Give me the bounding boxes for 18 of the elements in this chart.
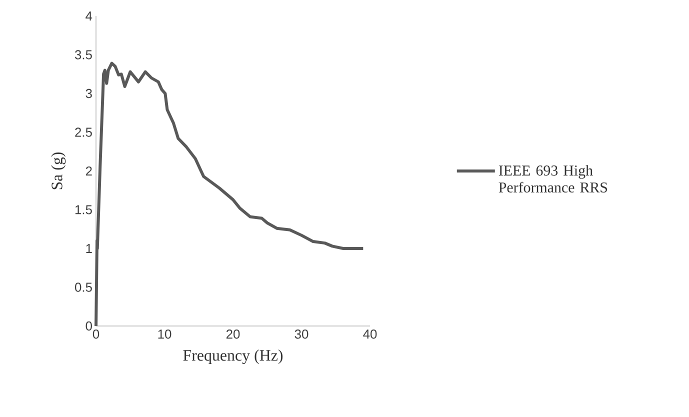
y-tick-label: 3 [86, 88, 92, 98]
y-tick-label: 0.5 [74, 282, 92, 292]
x-tick-label: 30 [294, 330, 308, 339]
y-tick-label: 1 [86, 244, 92, 253]
x-tick-label: 40 [363, 330, 377, 339]
x-tick-label: 10 [158, 330, 172, 339]
y-tick-label: 2.5 [75, 128, 92, 137]
x-axis-title: Frequency (Hz) [183, 350, 283, 364]
x-tick-label: 0 [92, 330, 100, 339]
x-tick-label: 20 [226, 330, 240, 339]
legend-label: IEEE 693 High Performance RRS [498, 165, 608, 193]
y-tick-label: 1.5 [75, 205, 92, 214]
line-series [94, 62, 365, 328]
y-tick-label: 3.5 [74, 50, 92, 60]
y-tick-label: 2 [86, 166, 92, 176]
y-tick-label: 0 [86, 321, 92, 331]
y-tick-label: 4 [86, 12, 92, 20]
y-axis-title: Sa (g) [51, 152, 66, 190]
